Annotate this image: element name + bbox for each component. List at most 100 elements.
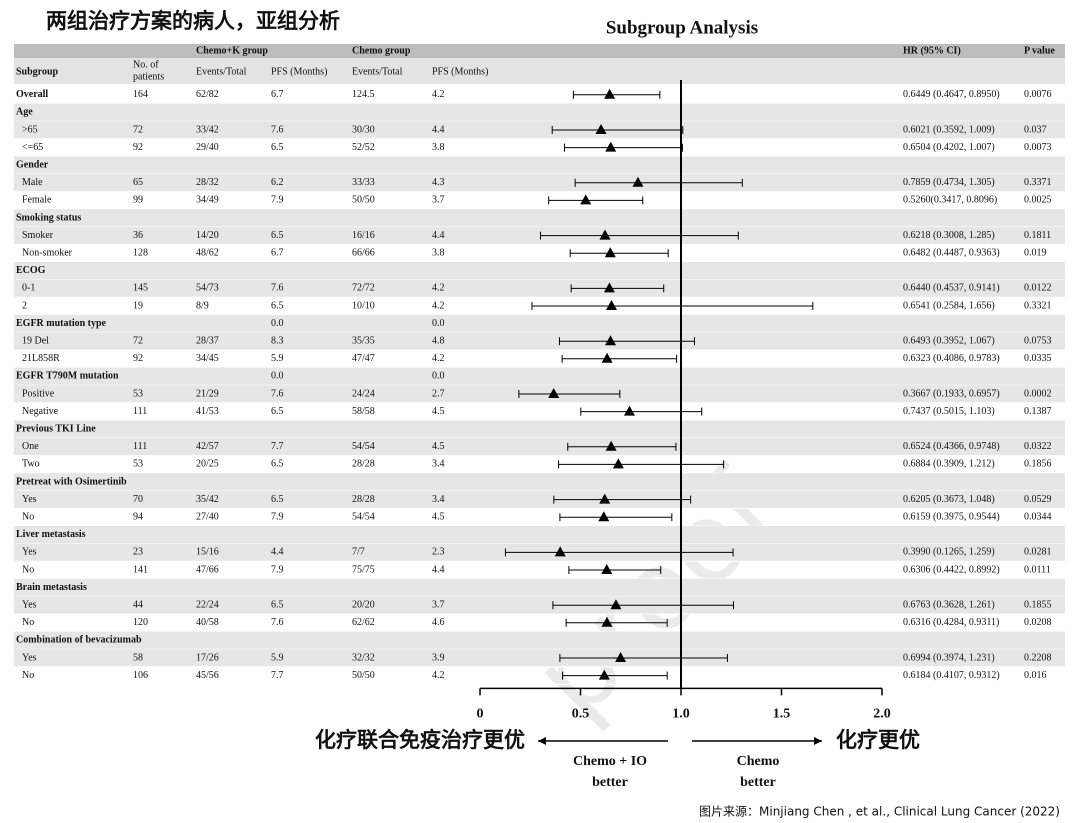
cell: 5.9 — [271, 353, 284, 364]
cell: 47/66 — [196, 564, 219, 575]
cell: 0.7859 (0.4734, 1.305) — [903, 177, 995, 188]
hr-marker — [580, 194, 592, 205]
cell: 14/20 — [196, 230, 219, 241]
cell: 62/82 — [196, 89, 219, 100]
column-header: Events/Total — [352, 66, 403, 77]
cell: 4.4 — [432, 124, 445, 135]
cell: 32/32 — [352, 652, 375, 663]
cell: 141 — [133, 564, 148, 575]
cell: 27/40 — [196, 511, 219, 522]
cell: 65 — [133, 177, 143, 188]
subgroup-label: Yes — [22, 652, 37, 663]
cell: 0.0322 — [1024, 441, 1052, 452]
cell: 3.7 — [432, 599, 445, 610]
cell: 29/40 — [196, 142, 219, 153]
cell: 34/49 — [196, 195, 219, 206]
group-header: Chemo group — [352, 45, 411, 56]
cell: 53 — [133, 388, 143, 399]
subgroup-label: Two — [22, 459, 40, 470]
cell: 20/25 — [196, 459, 219, 470]
section-label: Overall — [16, 89, 48, 100]
section-label: Age — [16, 107, 33, 118]
cell: 70 — [133, 494, 143, 505]
cell: 17/26 — [196, 652, 219, 663]
cell: 0.0002 — [1024, 388, 1052, 399]
cell: 72 — [133, 335, 143, 346]
heading: 两组治疗方案的病人，亚组分析 — [46, 9, 340, 33]
right-label: 化疗更优 — [836, 728, 920, 752]
cell: 99 — [133, 195, 143, 206]
cell: 164 — [133, 89, 148, 100]
cell: 0.0 — [432, 371, 445, 382]
hr-marker — [601, 352, 613, 363]
column-header: Events/Total — [196, 66, 247, 77]
cell: 3.7 — [432, 195, 445, 206]
subgroup-label: Yes — [22, 494, 37, 505]
hr-marker — [603, 282, 615, 293]
hr-marker — [601, 564, 613, 574]
cell: 54/54 — [352, 441, 375, 452]
hr-marker — [623, 405, 635, 416]
row-band — [14, 314, 1065, 333]
subgroup-label: No — [22, 511, 34, 522]
column-header: HR (95% CI) — [903, 45, 961, 56]
cell: 0.6504 (0.4202, 1.007) — [903, 142, 995, 153]
column-header: PFS (Months) — [432, 66, 488, 77]
cell: 7.6 — [271, 388, 284, 399]
cell: 4.5 — [432, 406, 445, 417]
cell: 0.0281 — [1024, 547, 1052, 558]
cell: 0.6306 (0.4422, 0.8992) — [903, 564, 1000, 575]
cell: 0.016 — [1024, 670, 1047, 681]
cell: 2.3 — [432, 547, 445, 558]
cell: 58/58 — [352, 406, 375, 417]
cell: 75/75 — [352, 564, 375, 575]
column-header: PFS (Months) — [271, 66, 327, 77]
cell: 44 — [133, 599, 143, 610]
cell: 0.6541 (0.2584, 1.656) — [903, 300, 995, 311]
cell: 16/16 — [352, 230, 375, 241]
cell: 3.4 — [432, 494, 445, 505]
section-label: Gender — [16, 159, 49, 170]
column-header: P value — [1024, 45, 1055, 56]
hr-marker — [598, 669, 610, 680]
subgroup-label: Female — [22, 195, 52, 206]
cell: 3.4 — [432, 459, 445, 470]
hr-marker — [598, 511, 610, 522]
row-band — [14, 209, 1065, 227]
column-header: No. of — [133, 59, 159, 70]
row-band — [14, 631, 1065, 650]
header-band — [14, 58, 1065, 84]
section-label: Previous TKI Line — [16, 423, 96, 434]
cell: 0.6323 (0.4086, 0.9783) — [903, 353, 1000, 364]
cell: 4.2 — [432, 300, 445, 311]
section-label: Smoking status — [16, 212, 81, 223]
cell: 124.5 — [352, 89, 375, 100]
subgroup-label: Male — [22, 177, 43, 188]
cell: 0.6316 (0.4284, 0.9311) — [903, 617, 999, 628]
cell: 0.0 — [432, 318, 445, 329]
header-band — [14, 44, 1065, 58]
x-tick-label: 1.0 — [672, 707, 690, 722]
cell: 0.0111 — [1024, 564, 1051, 575]
cell: 66/66 — [352, 247, 375, 258]
cell: 0.6184 (0.4107, 0.9312) — [903, 670, 1000, 681]
hr-marker — [595, 124, 607, 134]
cell: 0.6159 (0.3975, 0.9544) — [903, 511, 1000, 522]
cell: 53 — [133, 459, 143, 470]
cell: 94 — [133, 511, 143, 522]
cell: 40/58 — [196, 617, 219, 628]
hr-marker — [604, 88, 616, 99]
subgroup-label: 0-1 — [22, 283, 35, 294]
subgroup-label: No — [22, 564, 34, 575]
cell: 0.6218 (0.3008, 1.285) — [903, 230, 995, 241]
cell: 28/28 — [352, 494, 375, 505]
cell: 0.2208 — [1024, 652, 1052, 663]
cell: 0.1811 — [1024, 230, 1051, 241]
row-band — [14, 103, 1065, 122]
cell: 0.6884 (0.3909, 1.212) — [903, 459, 995, 470]
cell: 42/57 — [196, 441, 219, 452]
hr-marker — [610, 599, 622, 610]
cell: 30/30 — [352, 124, 375, 135]
hr-marker — [599, 493, 611, 504]
